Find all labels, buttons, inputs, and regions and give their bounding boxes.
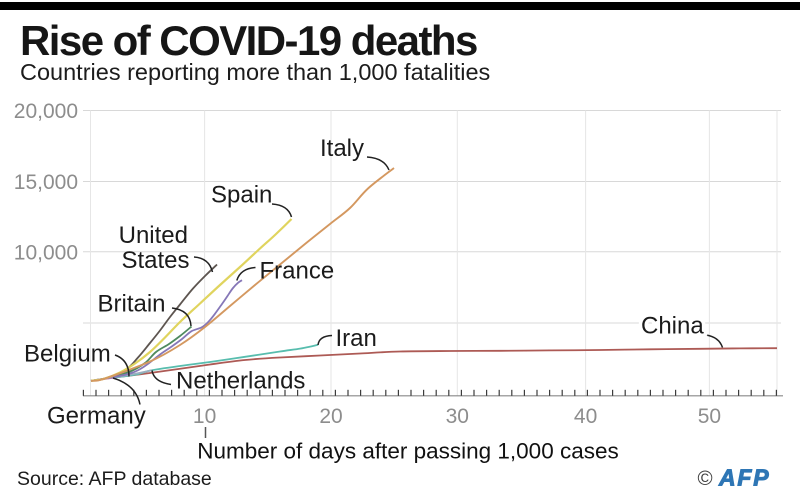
svg-text:©: © — [698, 467, 713, 490]
svg-text:Iran: Iran — [336, 325, 377, 352]
svg-text:States: States — [121, 247, 189, 274]
svg-text:Belgium: Belgium — [24, 341, 111, 368]
svg-text:Germany: Germany — [47, 403, 146, 430]
svg-text:United: United — [119, 222, 188, 249]
svg-text:France: France — [260, 258, 335, 285]
svg-text:China: China — [641, 313, 704, 340]
svg-text:50: 50 — [698, 405, 721, 428]
svg-text:20,000: 20,000 — [14, 100, 78, 123]
svg-text:Netherlands: Netherlands — [176, 368, 305, 395]
svg-text:15,000: 15,000 — [14, 171, 78, 194]
svg-text:10,000: 10,000 — [14, 242, 78, 265]
svg-text:AFP: AFP — [718, 464, 770, 490]
svg-text:Spain: Spain — [211, 182, 272, 209]
svg-text:Britain: Britain — [98, 291, 166, 318]
svg-text:30: 30 — [446, 405, 469, 428]
svg-text:10: 10 — [193, 405, 216, 428]
svg-text:Italy: Italy — [320, 135, 364, 162]
svg-text:20: 20 — [319, 405, 342, 428]
svg-text:Number of days after passing 1: Number of days after passing 1,000 cases — [197, 439, 618, 464]
svg-text:40: 40 — [574, 405, 597, 428]
